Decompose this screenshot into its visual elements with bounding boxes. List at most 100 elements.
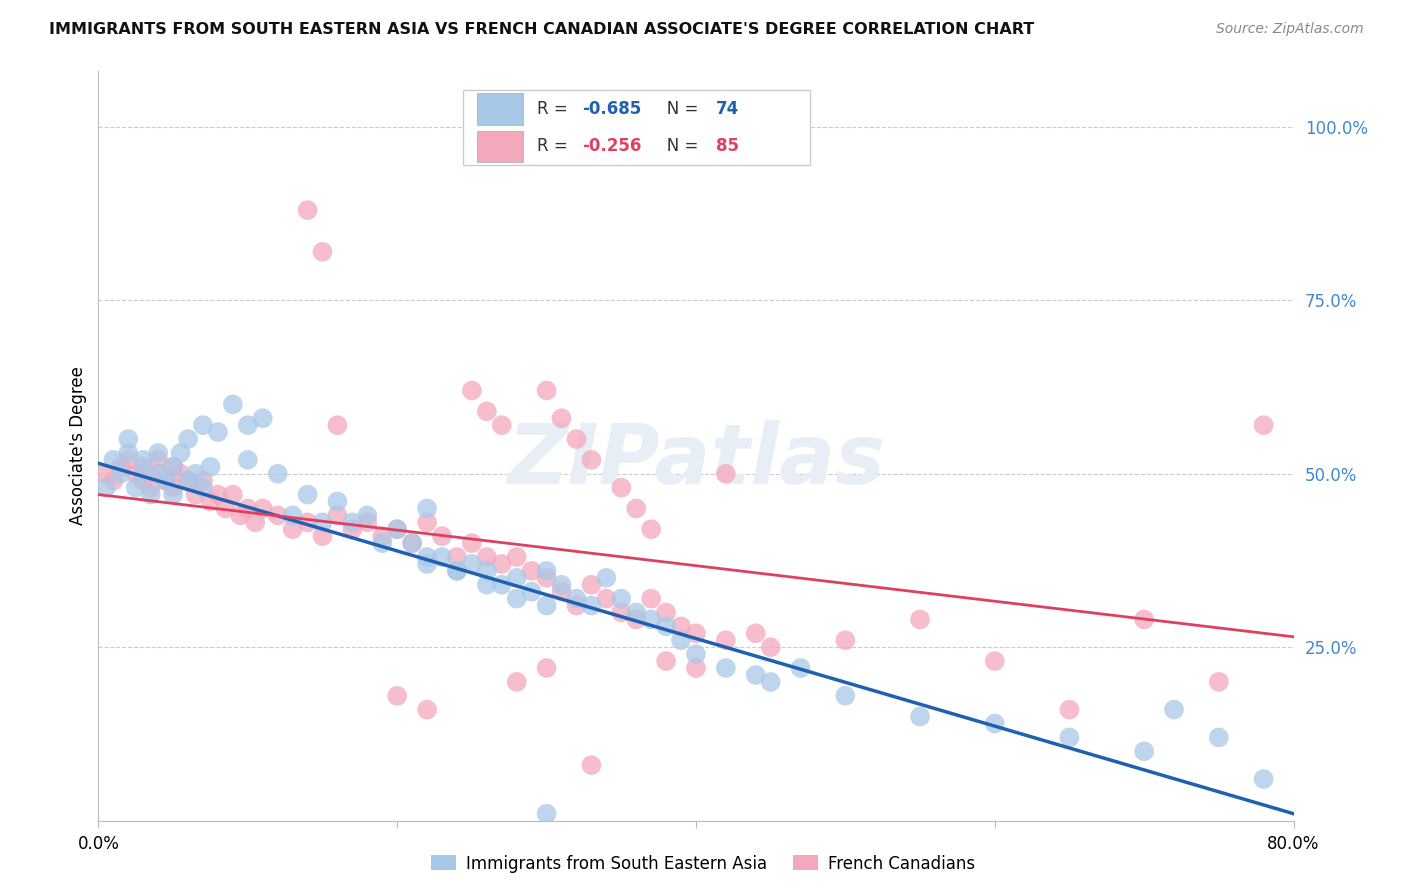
Point <box>184 467 207 481</box>
Point <box>1253 772 1275 786</box>
Point <box>475 549 498 564</box>
Point <box>110 459 132 474</box>
Point <box>685 626 707 640</box>
Point <box>1059 703 1081 717</box>
Text: 74: 74 <box>716 100 740 118</box>
Point <box>461 536 484 550</box>
Point <box>581 578 603 592</box>
Point <box>714 633 737 648</box>
Point <box>1208 731 1230 745</box>
Point <box>669 619 692 633</box>
Point <box>132 474 155 488</box>
Point <box>252 411 274 425</box>
Point <box>669 633 692 648</box>
Point <box>326 418 349 433</box>
Point <box>155 474 177 488</box>
Point <box>177 432 200 446</box>
Point <box>834 689 856 703</box>
Point <box>207 487 229 501</box>
Point <box>506 571 529 585</box>
Point <box>385 689 409 703</box>
Point <box>908 612 931 626</box>
Point <box>595 571 617 585</box>
Point <box>640 591 662 606</box>
Point <box>581 599 603 613</box>
Point <box>162 459 184 474</box>
Point <box>714 661 737 675</box>
Text: R =: R = <box>537 100 574 118</box>
Point <box>326 494 349 508</box>
Point <box>148 446 170 460</box>
Point <box>520 564 543 578</box>
Point <box>430 529 453 543</box>
Point <box>117 432 139 446</box>
Point <box>236 453 259 467</box>
Point <box>162 487 184 501</box>
Point <box>759 640 782 655</box>
Point <box>184 487 207 501</box>
Point <box>446 564 468 578</box>
Point <box>267 508 290 523</box>
Point <box>491 578 513 592</box>
Point <box>191 418 214 433</box>
Point <box>401 536 423 550</box>
Point <box>610 606 633 620</box>
Point <box>236 501 259 516</box>
Point <box>148 453 170 467</box>
Point <box>581 758 603 772</box>
Point <box>640 522 662 536</box>
Text: -0.685: -0.685 <box>582 100 641 118</box>
Point <box>169 446 191 460</box>
Point <box>565 432 588 446</box>
Point <box>475 564 498 578</box>
Point <box>416 516 439 530</box>
Point <box>125 481 148 495</box>
Point <box>685 647 707 661</box>
Point <box>446 564 468 578</box>
Point <box>229 508 252 523</box>
Point <box>177 474 200 488</box>
Text: Source: ZipAtlas.com: Source: ZipAtlas.com <box>1216 22 1364 37</box>
Bar <box>477 130 523 162</box>
Point <box>169 467 191 481</box>
Point <box>416 703 439 717</box>
Point <box>536 571 558 585</box>
Point <box>610 481 633 495</box>
Point <box>139 487 162 501</box>
Point <box>536 564 558 578</box>
Point <box>356 508 378 523</box>
Point <box>103 474 125 488</box>
Point <box>1253 418 1275 433</box>
Point <box>385 522 409 536</box>
Point <box>110 467 132 481</box>
Point <box>506 549 529 564</box>
Point <box>536 661 558 675</box>
Point <box>1133 612 1156 626</box>
Legend: Immigrants from South Eastern Asia, French Canadians: Immigrants from South Eastern Asia, Fren… <box>425 848 981 880</box>
Point <box>1208 674 1230 689</box>
Point <box>281 508 304 523</box>
Point <box>565 599 588 613</box>
Point <box>132 459 155 474</box>
Point <box>94 467 117 481</box>
Point <box>94 481 117 495</box>
Point <box>834 633 856 648</box>
Point <box>162 459 184 474</box>
Point <box>1133 744 1156 758</box>
Point <box>148 467 170 481</box>
Point <box>311 244 333 259</box>
Point <box>745 626 768 640</box>
Point <box>461 384 484 398</box>
Point <box>125 467 148 481</box>
Point <box>371 536 394 550</box>
Point <box>685 661 707 675</box>
Point <box>281 522 304 536</box>
Text: R =: R = <box>537 137 574 155</box>
Point <box>655 606 678 620</box>
Point <box>461 557 484 571</box>
Point <box>655 654 678 668</box>
Point <box>342 516 364 530</box>
Point <box>207 425 229 439</box>
Point <box>222 487 245 501</box>
Point <box>236 418 259 433</box>
